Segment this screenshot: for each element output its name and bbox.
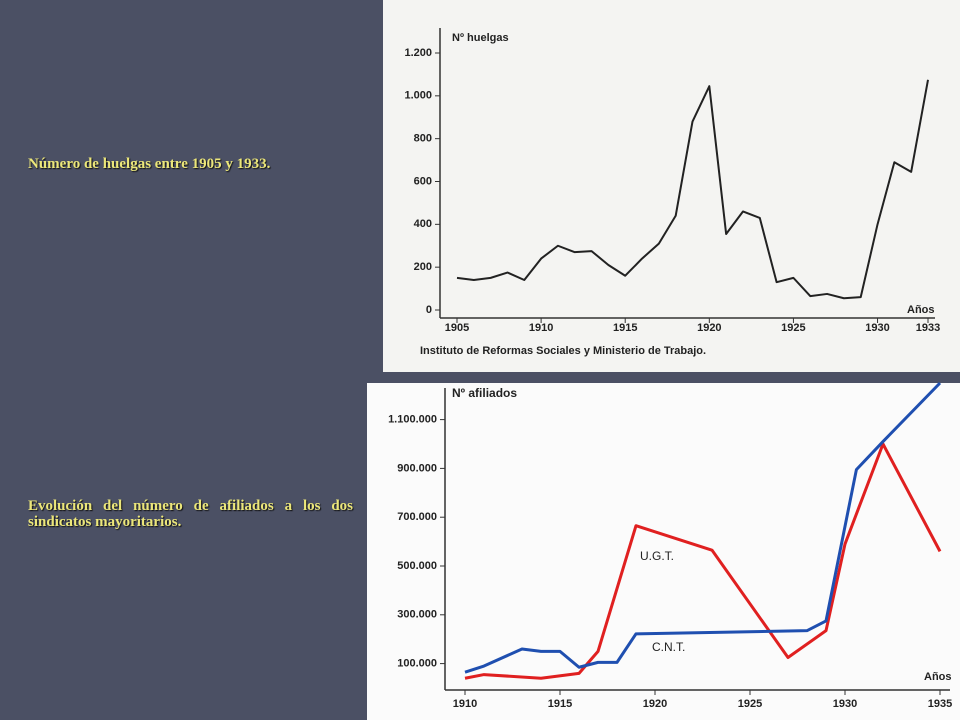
y-tick-label: 0 (426, 304, 432, 316)
y-tick-label: 500.000 (397, 560, 437, 572)
x-tick-label: 1910 (453, 698, 477, 710)
y-tick-label: 300.000 (397, 609, 437, 621)
x-tick-label: 1915 (613, 322, 637, 334)
y-tick-label: 700.000 (397, 511, 437, 523)
y-tick-label: 800 (414, 133, 432, 145)
x-axis-label: Años (907, 304, 935, 316)
y-tick-label: 100.000 (397, 658, 437, 670)
y-axis-label: Nº afiliados (452, 386, 517, 400)
y-tick-label: 600 (414, 175, 432, 187)
x-tick-label: 1925 (738, 698, 762, 710)
x-tick-label: 1930 (865, 322, 889, 334)
y-tick-label: 1.200 (404, 47, 432, 59)
caption: Evolución del número de afiliados a los … (28, 498, 353, 530)
series-label: U.G.T. (640, 549, 674, 563)
x-tick-label: 1935 (928, 698, 952, 710)
data-line (464, 381, 942, 674)
x-tick-label: 1910 (529, 322, 553, 334)
series-label: C.N.T. (652, 640, 685, 654)
y-tick-label: 1.000 (404, 90, 432, 102)
source: Instituto de Reformas Sociales y Ministe… (420, 345, 706, 357)
x-tick-label: 1905 (445, 322, 469, 334)
x-tick-label: 1915 (548, 698, 572, 710)
x-tick-label: 1930 (833, 698, 857, 710)
y-tick-label: 1.100.000 (388, 414, 437, 426)
image-panel (383, 0, 960, 372)
caption: Número de huelgas entre 1905 y 1933. (28, 156, 271, 172)
x-axis-label: Años (924, 671, 952, 683)
data-line (456, 79, 929, 300)
y-axis-label: Nº huelgas (452, 32, 509, 44)
y-tick-label: 400 (414, 218, 432, 230)
x-tick-label: 1920 (697, 322, 721, 334)
y-tick-label: 200 (414, 261, 432, 273)
image-panel (367, 383, 960, 720)
x-tick-label: 1920 (643, 698, 667, 710)
x-tick-label: 1925 (781, 322, 805, 334)
data-line (464, 442, 942, 680)
y-tick-label: 900.000 (397, 462, 437, 474)
x-tick-label: 1933 (916, 322, 940, 334)
